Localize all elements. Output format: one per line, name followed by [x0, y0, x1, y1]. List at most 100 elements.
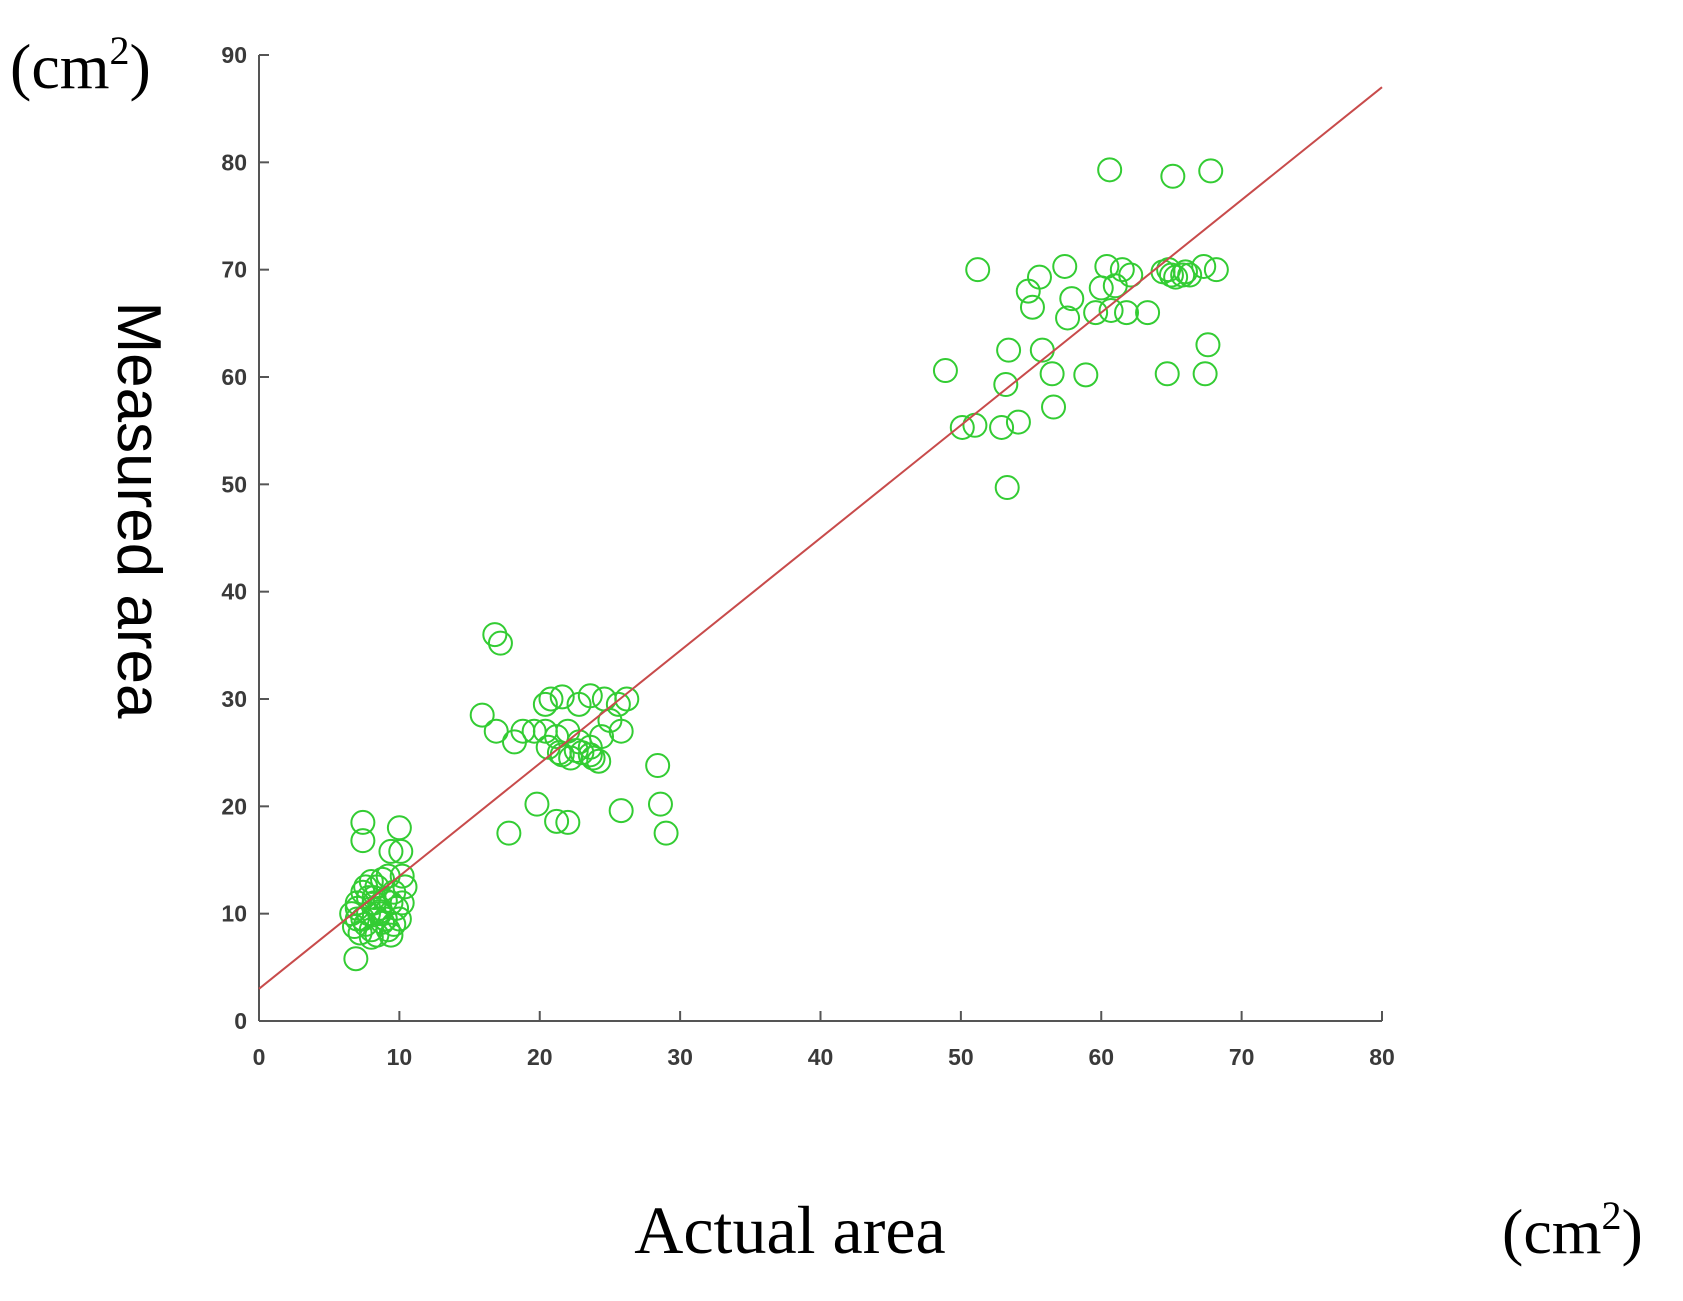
data-point: [1172, 259, 1198, 285]
data-point: [532, 691, 558, 717]
data-point: [586, 748, 612, 774]
y-tick-label: 70: [221, 257, 247, 283]
data-point: [392, 874, 418, 900]
data-point: [483, 718, 509, 744]
data-point: [1109, 257, 1135, 283]
x-tick-label: 20: [527, 1044, 553, 1070]
data-point: [994, 475, 1020, 501]
data-point: [1195, 332, 1221, 358]
data-point: [965, 257, 991, 283]
data-point: [367, 899, 393, 925]
data-point: [1158, 262, 1184, 288]
x-tick-label: 40: [808, 1044, 834, 1070]
y-unit-label: (cm2): [10, 28, 151, 102]
data-point: [608, 718, 634, 744]
y-unit-open: (cm: [10, 31, 110, 102]
data-point: [555, 809, 581, 835]
data-point: [1052, 253, 1078, 279]
x-unit-label: (cm2): [1502, 1193, 1643, 1267]
data-point: [1083, 300, 1109, 326]
data-point: [1177, 262, 1203, 288]
data-point: [614, 686, 640, 712]
data-point: [589, 724, 615, 750]
data-point: [580, 745, 606, 771]
data-point: [1055, 305, 1081, 331]
y-tick-label: 10: [221, 901, 247, 927]
data-point: [1041, 394, 1067, 420]
data-point: [549, 684, 575, 710]
data-point: [1203, 257, 1229, 283]
y-tick-label: 50: [221, 471, 247, 497]
data-point: [577, 742, 603, 768]
data-point: [1154, 361, 1180, 387]
data-point: [1135, 300, 1161, 326]
data-point: [388, 838, 414, 864]
data-point: [1039, 361, 1065, 387]
x-tick-label: 10: [387, 1044, 413, 1070]
y-tick-label: 30: [221, 686, 247, 712]
y-tick-label: 80: [221, 149, 247, 175]
data-point: [389, 890, 415, 916]
data-point: [350, 828, 376, 854]
x-tick-label: 0: [253, 1044, 266, 1070]
y-unit-sup: 2: [110, 28, 130, 73]
x-unit-sup: 2: [1602, 1193, 1622, 1238]
data-point: [544, 808, 570, 834]
data-point: [378, 838, 404, 864]
data-point: [378, 922, 404, 948]
x-tick-label: 50: [948, 1044, 974, 1070]
y-tick-label: 40: [221, 579, 247, 605]
data-point: [647, 791, 673, 817]
data-point: [605, 691, 631, 717]
data-point: [1097, 157, 1123, 183]
data-point: [1026, 264, 1052, 290]
data-point: [1118, 262, 1144, 288]
data-point: [1073, 362, 1099, 388]
x-tick-label: 60: [1088, 1044, 1114, 1070]
data-point: [496, 820, 522, 846]
fit-line: [258, 86, 1383, 990]
data-point: [949, 414, 975, 440]
data-point: [350, 809, 376, 835]
y-axis-label: Measured area: [104, 301, 173, 719]
data-point: [487, 630, 513, 656]
data-point: [1198, 158, 1224, 184]
data-point: [469, 702, 495, 728]
data-point: [563, 738, 589, 764]
data-point: [608, 798, 634, 824]
data-point: [1029, 337, 1055, 363]
data-point: [524, 791, 550, 817]
x-tick-label: 30: [667, 1044, 693, 1070]
x-unit-open: (cm: [1502, 1196, 1602, 1267]
data-point: [932, 358, 958, 384]
data-point: [347, 920, 373, 946]
data-point: [1192, 361, 1218, 387]
data-point: [653, 820, 679, 846]
x-tick-label: 70: [1229, 1044, 1255, 1070]
data-point: [372, 906, 398, 932]
data-point: [1005, 409, 1031, 435]
data-point: [577, 683, 603, 709]
data-point: [1098, 297, 1124, 323]
data-point: [1059, 286, 1085, 312]
x-axis-label: Actual area: [634, 1192, 945, 1268]
data-point: [996, 337, 1022, 363]
data-point: [1114, 300, 1140, 326]
data-point: [645, 753, 671, 779]
y-tick-label: 20: [221, 793, 247, 819]
data-point: [358, 924, 384, 950]
data-point: [361, 885, 387, 911]
data-point: [389, 863, 415, 889]
data-point: [591, 686, 617, 712]
data-point: [1019, 294, 1045, 320]
data-point: [993, 372, 1019, 398]
y-tick-label: 90: [221, 42, 247, 68]
data-point: [962, 412, 988, 438]
data-point: [386, 815, 412, 841]
data-point: [1160, 163, 1186, 189]
data-point: [1191, 253, 1217, 279]
data-point: [343, 946, 369, 972]
x-tick-label: 80: [1369, 1044, 1395, 1070]
data-point: [538, 686, 564, 712]
